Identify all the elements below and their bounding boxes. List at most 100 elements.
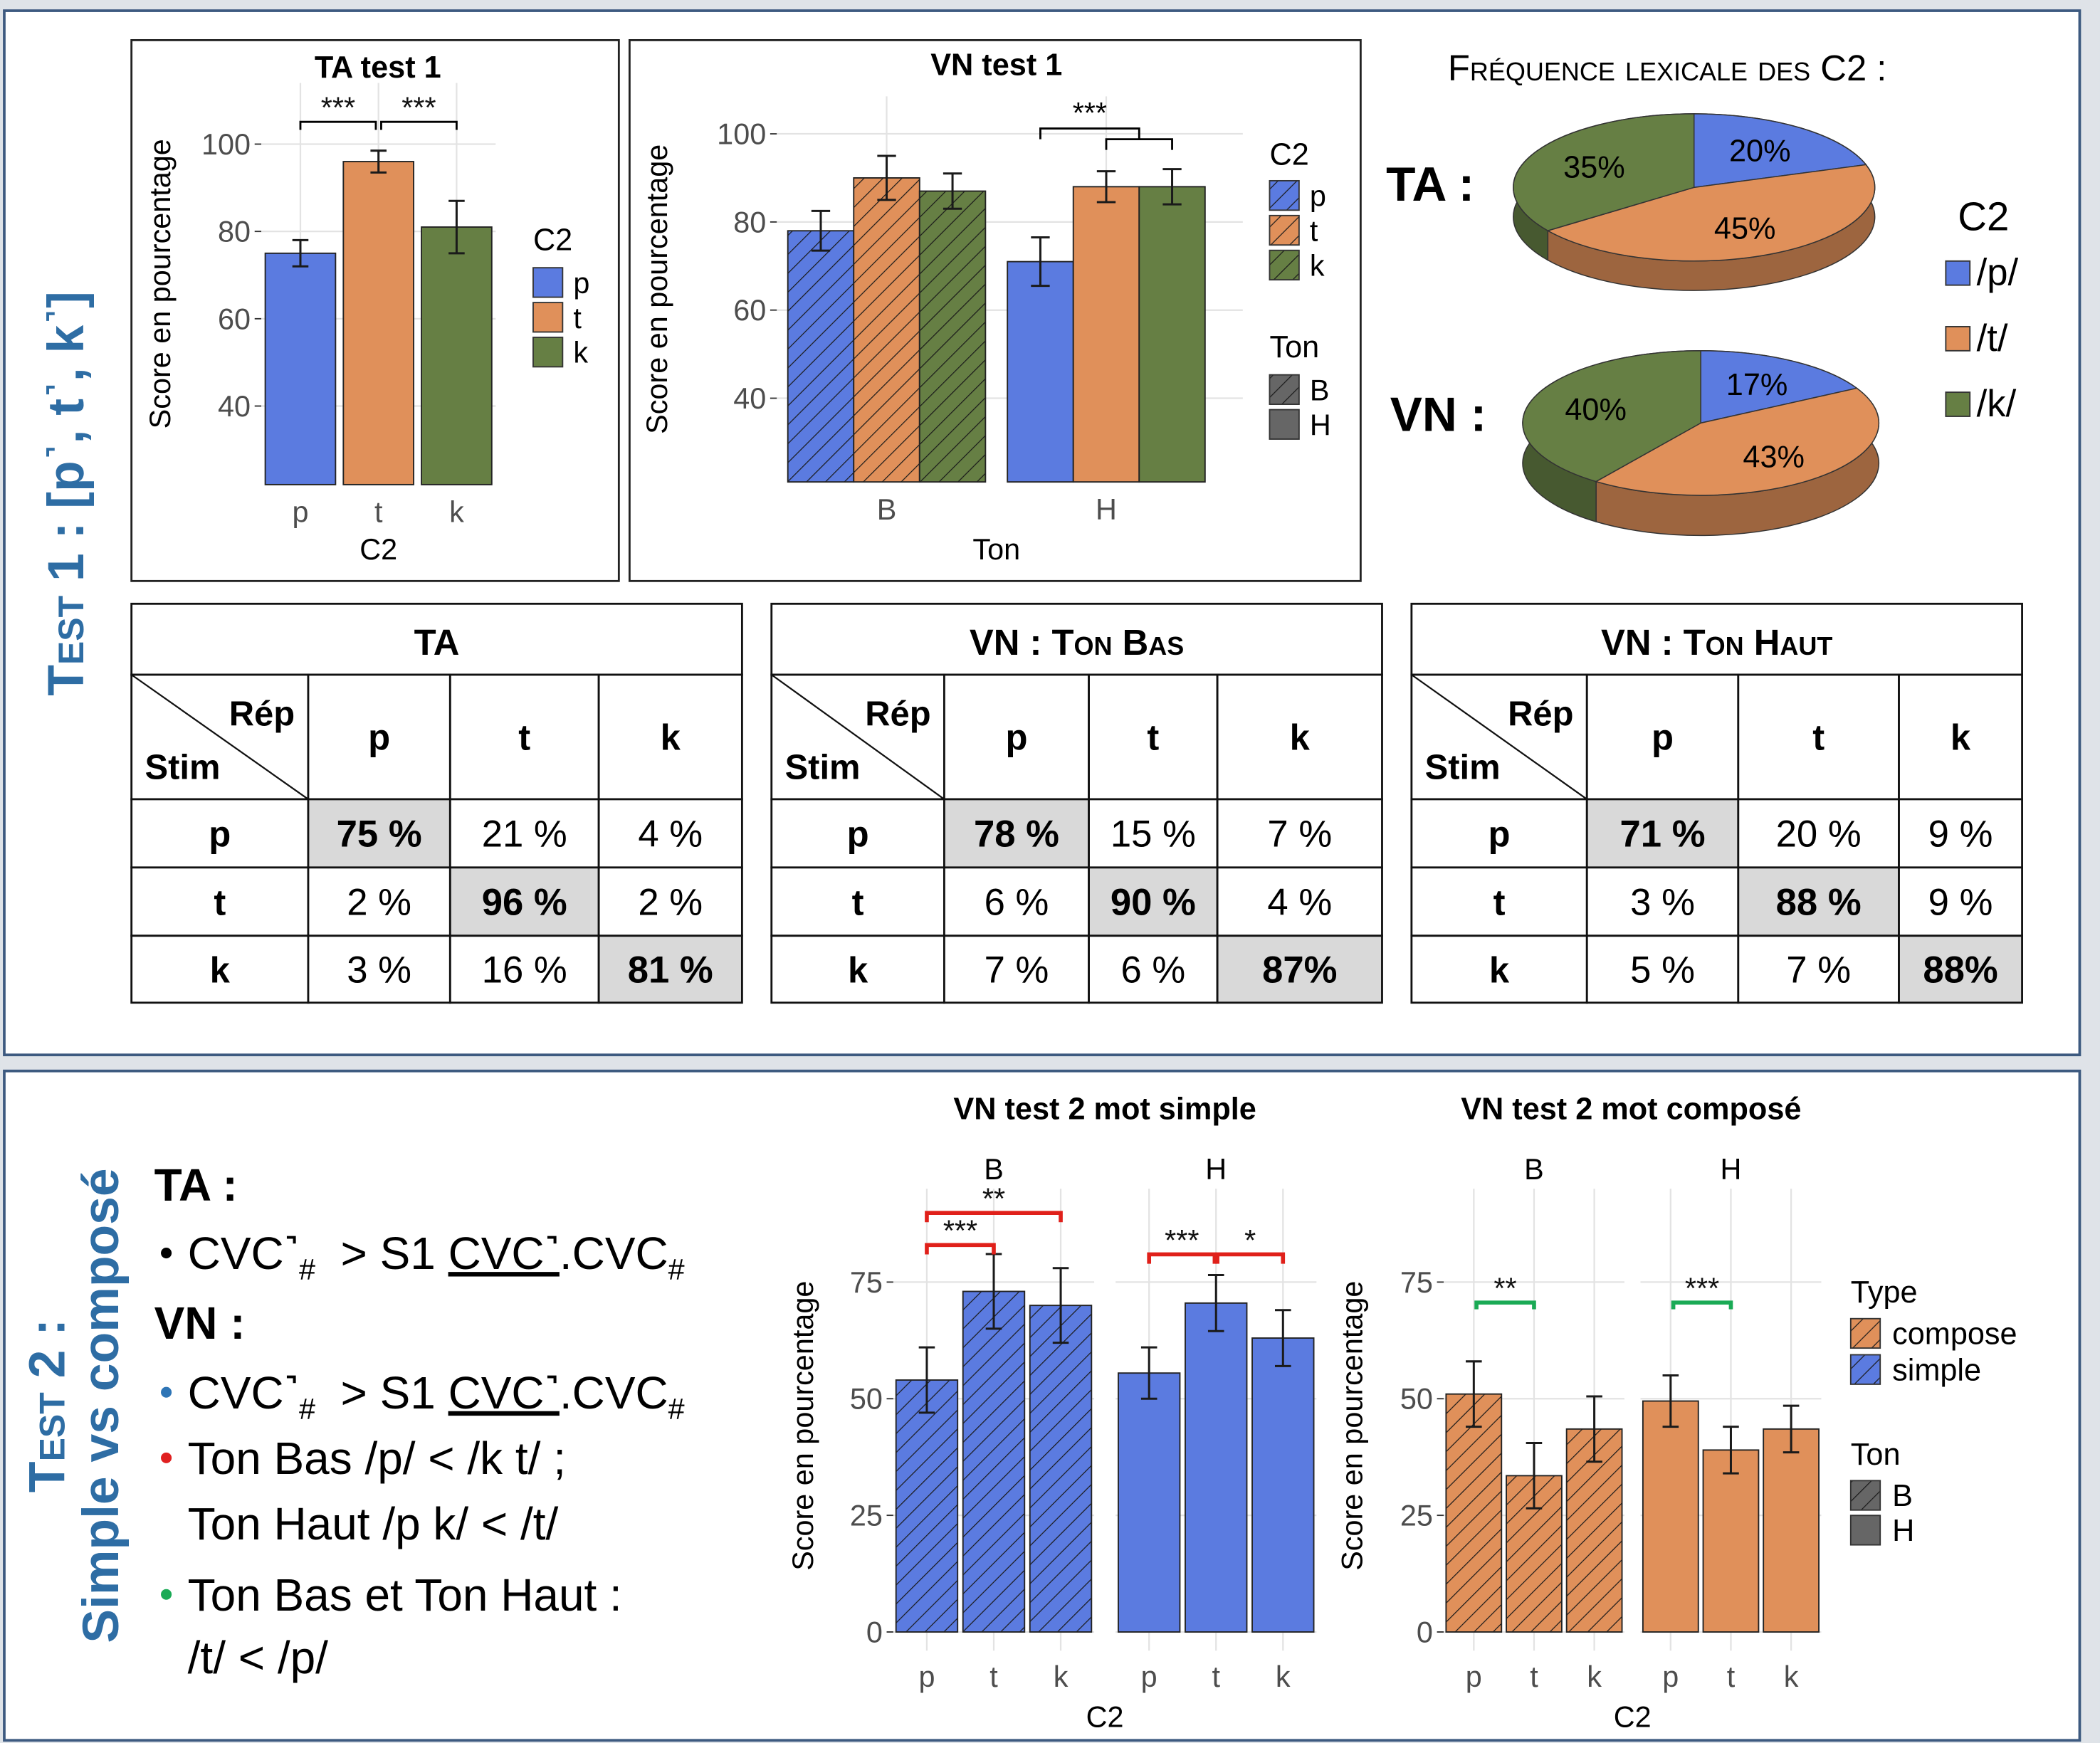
corner-bottom: Stim [145,749,220,787]
row-header: p [209,814,231,855]
significance-label: *** [321,92,355,125]
text-segment: /t/ < /p/ [188,1632,328,1683]
table-value: 2 % [638,882,703,924]
table-value: 9 % [1928,882,1993,924]
table-cell [448,934,600,1004]
column-header: k [1290,717,1311,757]
text-line: /t/ < /p/ [188,1632,328,1683]
pie-slice [1546,164,1876,262]
error-bar [1783,1404,1800,1454]
corner-diagonal [1411,674,1587,800]
text-segment: # [668,1253,685,1286]
pie-value-label: 35% [1563,150,1625,184]
x-tick-label: k [1587,1660,1602,1693]
chart-title: VN test 2 mot simple [953,1092,1256,1126]
legend-label: p [573,267,589,300]
table-cell [1898,934,2023,1004]
error-bar [811,209,831,252]
legend-swatch [532,267,564,298]
y-tick-label: 25 [1400,1500,1433,1532]
table-cell [943,866,1090,937]
significance-bracket [925,1243,996,1255]
y-axis-label: Score en pourcentage [1335,1281,1368,1571]
text-line: CVC˺# > S1 CVC˺.CVC# [188,1367,685,1426]
y-axis-label: Score en pourcentage [144,139,177,428]
x-tick-label: p [918,1660,935,1693]
table-cell [130,866,310,937]
text-segment: Ton Haut /p k/ < /t/ [188,1498,559,1549]
table-cell [1585,934,1740,1004]
pie-slice [1513,113,1695,231]
row-header: k [210,950,231,991]
table-value: 81 % [628,949,713,991]
x-tick-label: p [292,496,308,529]
row-header: k [848,950,868,991]
table-value: 6 % [985,882,1049,924]
legend-swatch [1945,326,1971,352]
table-value: 20 % [1776,813,1862,855]
x-tick-label: t [1727,1660,1736,1693]
column-header: t [518,717,530,757]
x-axis-label: C2 [1086,1700,1124,1733]
table-value: 4 % [638,813,703,855]
bullet [161,1452,172,1463]
bar [1007,260,1074,483]
bar [787,230,855,483]
significance-bracket [1215,1252,1286,1264]
table-cell [1088,798,1219,869]
table-value: 88 % [1776,882,1862,924]
table-value: 88% [1923,949,1997,991]
significance-bracket [1039,127,1140,139]
error-bar [448,199,465,255]
text-segment: CVC˺ [448,1228,560,1279]
table-value: 3 % [347,949,411,991]
table-cell [448,866,600,937]
legend-swatch [532,302,564,333]
text-segment: # [299,1253,315,1286]
error-bar [370,149,387,174]
significance-bracket [925,1211,1063,1223]
error-bar [1586,1395,1602,1463]
y-tick-label: 0 [1417,1616,1433,1648]
text-heading: TA : [154,1159,238,1211]
legend-title: C2 [533,223,572,258]
y-tick-label: 100 [717,118,766,151]
x-tick-label: p [1662,1660,1679,1693]
significance-bracket [1147,1252,1217,1264]
facet-label: H [1205,1153,1227,1186]
table-cell [307,866,451,937]
text-segment: > S1 [315,1228,448,1279]
y-tick-label: 100 [201,128,251,161]
table-cell [448,798,600,869]
legend-label: simple [1892,1353,1981,1387]
text-segment: CVC˺ [188,1367,299,1418]
legend-label: H [1892,1514,1914,1548]
y-tick-label: 40 [218,390,251,423]
chart-title: Fréquence lexicale des C2 : [1448,48,1887,88]
text-segment: CVC˺ [448,1367,560,1418]
y-tick-label: 50 [1400,1383,1433,1416]
table-value: 2 % [347,882,411,924]
table-cell [448,673,600,801]
table-value: 71 % [1620,813,1706,855]
error-bar [1526,1442,1543,1510]
table-title: TA [414,622,460,663]
significance-bracket [1671,1300,1733,1310]
y-tick-label: 50 [850,1383,883,1416]
bar [421,226,493,485]
x-tick-label: H [1096,493,1117,526]
error-bar [1723,1426,1739,1475]
column-header: p [1652,717,1674,757]
row-header: t [852,883,864,923]
table-value: 15 % [1111,813,1196,855]
pie-value-label: 45% [1714,212,1776,246]
legend-swatch [1849,1515,1881,1546]
significance-label: *** [1073,97,1107,130]
bar [264,252,337,485]
table-cell [597,934,743,1004]
table-title: VN : Ton Haut [1601,622,1832,663]
test2-subtitle: Simple vs composé [73,1168,130,1643]
pie-slice [1700,350,1859,424]
